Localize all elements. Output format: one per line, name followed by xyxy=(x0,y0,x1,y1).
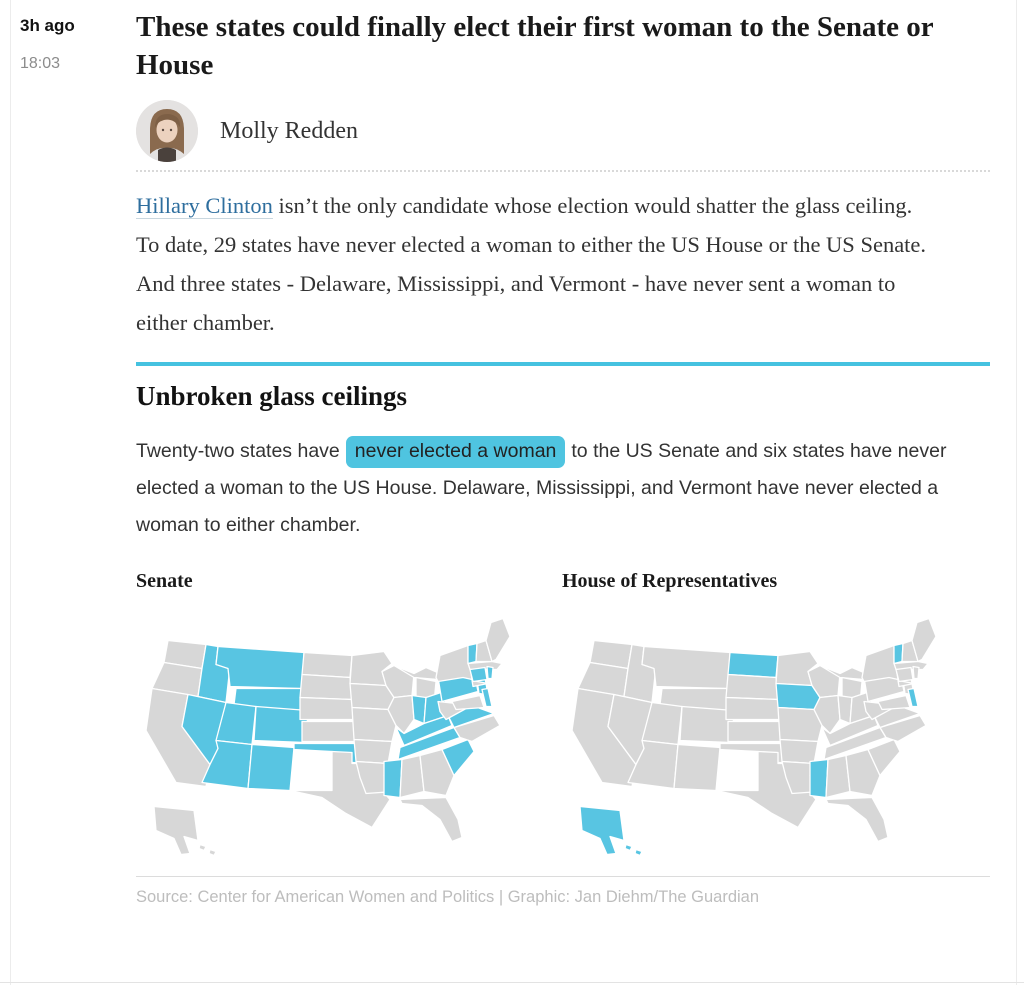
state-MT xyxy=(215,645,305,690)
state-ND xyxy=(301,651,353,679)
intro-text-after: to the US Senate and six states have nev… xyxy=(136,440,947,536)
paragraph-text: isn’t the only candidate whose election … xyxy=(136,193,927,335)
state-CT xyxy=(895,666,914,683)
state-MS xyxy=(383,758,403,799)
state-AK xyxy=(579,805,625,856)
state-NY xyxy=(471,679,489,688)
state-NY xyxy=(435,644,473,683)
entry-bottom-divider xyxy=(0,982,1024,983)
byline: Molly Redden xyxy=(136,100,990,172)
state-CO xyxy=(253,705,309,744)
state-DE xyxy=(481,687,493,708)
state-SD xyxy=(299,673,353,701)
timestamp-relative[interactable]: 3h ago xyxy=(20,16,75,35)
state-NC xyxy=(453,714,501,743)
state-RI xyxy=(912,665,920,680)
state-ME xyxy=(911,617,937,663)
senate-map-panel: Senate xyxy=(136,570,516,864)
left-column-rule xyxy=(10,0,11,985)
state-MD xyxy=(451,694,485,711)
state-AK xyxy=(153,805,199,856)
state-FL xyxy=(825,796,889,843)
state-MT xyxy=(641,645,731,690)
author-name[interactable]: Molly Redden xyxy=(220,117,358,144)
state-NC xyxy=(879,714,927,743)
state-AK xyxy=(634,848,643,857)
source-caption: Source: Center for American Women and Po… xyxy=(136,876,990,907)
state-CO xyxy=(679,705,735,744)
state-FL xyxy=(399,796,463,843)
us-map-senate xyxy=(145,617,511,857)
senate-map-title: Senate xyxy=(136,570,193,592)
graphic-heading: Unbroken glass ceilings xyxy=(136,381,408,411)
state-AR xyxy=(779,738,819,765)
state-RI xyxy=(486,665,494,680)
state-SC xyxy=(867,738,901,777)
right-column-rule xyxy=(1016,0,1017,985)
house-map-title: House of Representatives xyxy=(562,570,778,592)
state-AR xyxy=(353,738,393,765)
liveblog-entry: These states could finally elect their f… xyxy=(136,0,990,907)
state-AK xyxy=(208,848,217,857)
state-NY xyxy=(897,679,915,688)
state-AK xyxy=(624,843,633,852)
state-ME xyxy=(485,617,511,663)
us-map-house xyxy=(571,617,937,857)
house-map-panel: House of Representatives xyxy=(562,570,942,864)
state-SC xyxy=(441,738,475,777)
graphic-intro: Twenty-two states have never elected a wo… xyxy=(136,433,972,544)
maps-row: Senate House of Representatives xyxy=(136,570,990,864)
graphic-accent-rule xyxy=(136,362,990,366)
hillary-clinton-link[interactable]: Hillary Clinton xyxy=(136,193,273,219)
state-DE xyxy=(907,687,919,708)
embedded-graphic: Unbroken glass ceilings Twenty-two state… xyxy=(136,362,990,907)
state-MO xyxy=(351,706,397,743)
highlight-pill: never elected a woman xyxy=(345,436,566,468)
intro-text-before: Twenty-two states have xyxy=(136,440,340,462)
state-SD xyxy=(725,673,779,701)
author-avatar xyxy=(136,100,198,162)
state-MD xyxy=(877,694,911,711)
entry-paragraph: Hillary Clinton isn’t the only candidate… xyxy=(136,186,936,342)
timestamp-block: 3h ago 18:03 xyxy=(20,16,75,73)
state-NM xyxy=(673,743,721,792)
state-MS xyxy=(809,758,829,799)
entry-title: These states could finally elect their f… xyxy=(136,11,934,81)
state-CT xyxy=(469,666,488,683)
state-AK xyxy=(198,843,207,852)
state-ND xyxy=(727,651,779,679)
timestamp-absolute: 18:03 xyxy=(20,55,61,72)
state-MO xyxy=(777,706,823,743)
state-GA xyxy=(845,748,881,797)
state-NY xyxy=(861,644,899,683)
state-GA xyxy=(419,748,455,797)
author-avatar-illustration xyxy=(136,100,198,162)
state-NM xyxy=(247,743,295,792)
